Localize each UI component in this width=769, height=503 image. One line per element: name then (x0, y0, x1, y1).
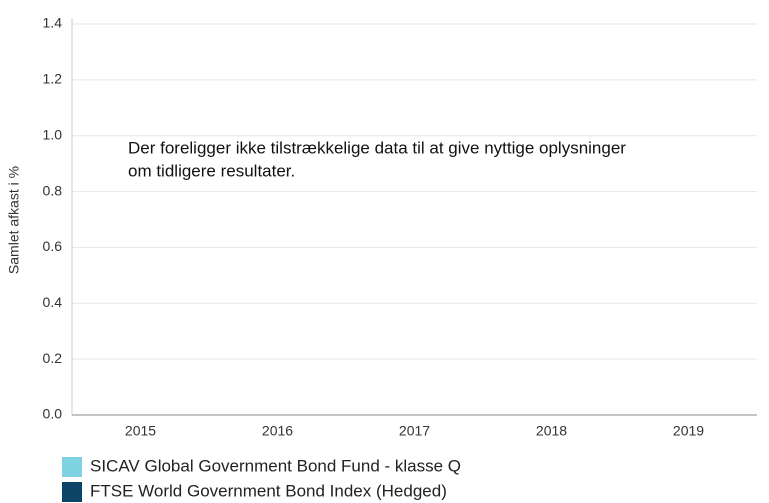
y-tick-label: 1.2 (43, 71, 63, 87)
x-tick-label: 2016 (262, 423, 293, 439)
y-tick-label: 1.4 (43, 15, 63, 31)
x-tick-label: 2015 (125, 423, 156, 439)
legend-swatch (62, 482, 82, 502)
annotation: om tidligere resultater. (128, 161, 295, 180)
x-tick-label: 2017 (399, 423, 430, 439)
legend-label: FTSE World Government Bond Index (Hedged… (90, 481, 447, 500)
y-tick-label: 0.2 (43, 350, 63, 366)
annotation: Der foreligger ikke tilstrækkelige data … (128, 138, 626, 157)
x-tick-label: 2018 (536, 423, 567, 439)
y-axis-label: Samlet afkast i % (6, 166, 22, 274)
y-tick-label: 0.8 (43, 182, 63, 198)
legend-swatch (62, 457, 82, 477)
y-tick-label: 0.6 (43, 238, 63, 254)
y-tick-label: 1.0 (43, 126, 63, 142)
y-tick-label: 0.4 (43, 294, 63, 310)
y-tick-label: 0.0 (43, 406, 63, 422)
legend-label: SICAV Global Government Bond Fund - klas… (90, 456, 461, 475)
x-tick-label: 2019 (673, 423, 704, 439)
